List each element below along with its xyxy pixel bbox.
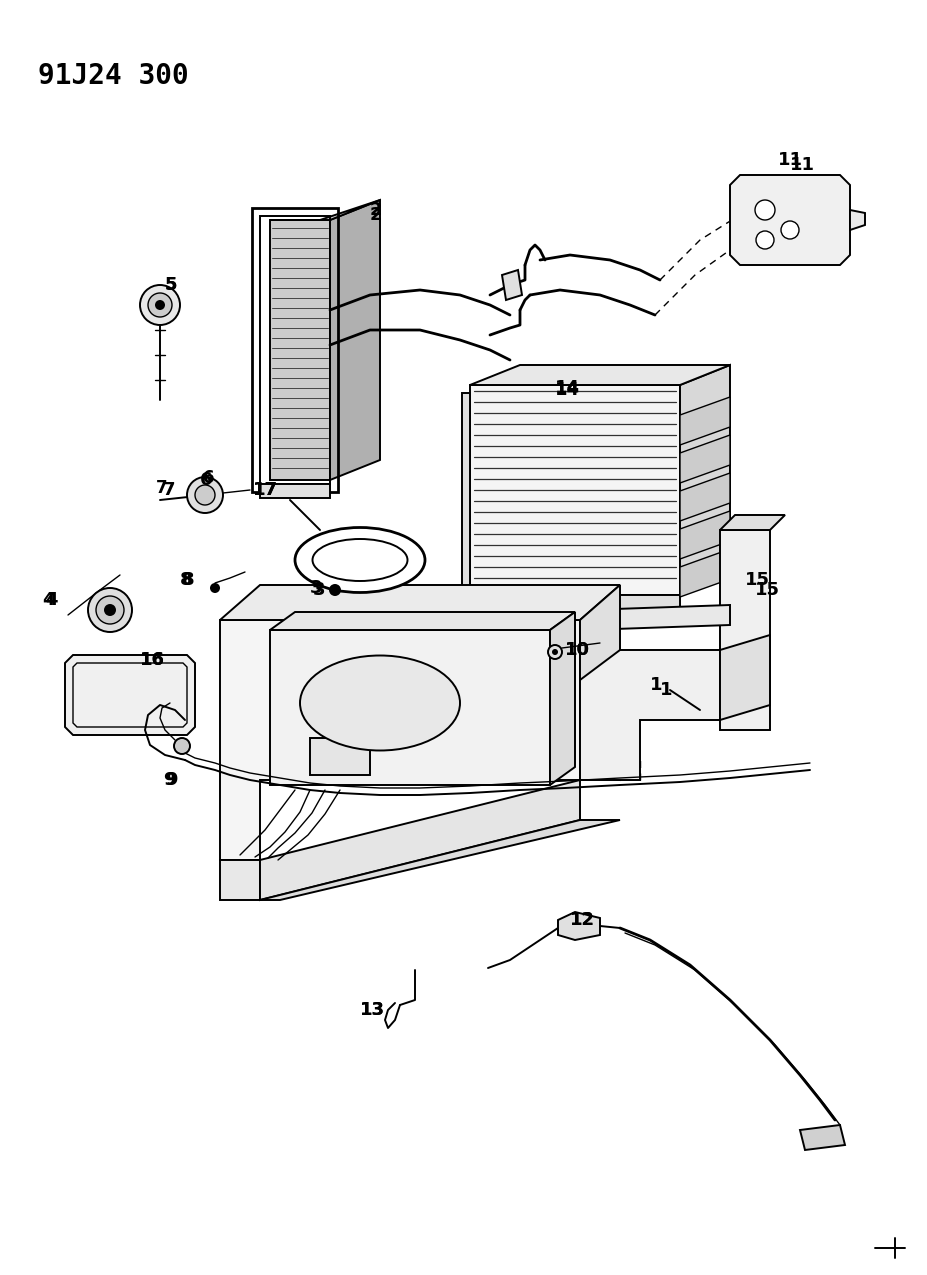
Text: 10: 10 (565, 641, 590, 659)
Circle shape (140, 286, 180, 325)
Ellipse shape (312, 539, 408, 581)
Text: 4: 4 (43, 592, 55, 609)
Text: 1: 1 (650, 676, 663, 694)
Polygon shape (550, 612, 575, 785)
Text: 6: 6 (200, 470, 212, 490)
Polygon shape (310, 738, 370, 775)
Ellipse shape (295, 528, 425, 593)
Circle shape (329, 584, 341, 595)
Text: 2: 2 (370, 207, 383, 224)
Text: 4: 4 (45, 592, 58, 609)
Text: 13: 13 (360, 1001, 385, 1019)
Polygon shape (260, 780, 580, 900)
Text: 7: 7 (157, 479, 168, 497)
Text: 9: 9 (163, 771, 175, 789)
Circle shape (781, 221, 799, 238)
Circle shape (756, 231, 774, 249)
Polygon shape (580, 650, 720, 780)
Text: 1: 1 (660, 681, 672, 699)
Ellipse shape (300, 655, 460, 751)
Polygon shape (270, 200, 380, 221)
Text: 5: 5 (165, 275, 177, 295)
Circle shape (548, 645, 562, 659)
Polygon shape (720, 530, 770, 731)
Polygon shape (220, 861, 260, 900)
Polygon shape (470, 365, 730, 385)
Polygon shape (462, 393, 470, 586)
Polygon shape (470, 385, 680, 595)
Polygon shape (800, 1125, 845, 1150)
Polygon shape (720, 635, 770, 720)
Polygon shape (850, 210, 865, 229)
Polygon shape (730, 175, 850, 265)
Text: 10: 10 (565, 641, 590, 659)
Text: 12: 12 (570, 912, 595, 929)
Text: 91J24 300: 91J24 300 (38, 62, 189, 91)
Polygon shape (720, 515, 785, 530)
Polygon shape (220, 620, 580, 861)
Text: 17: 17 (253, 481, 278, 499)
Text: 11: 11 (778, 150, 803, 170)
Polygon shape (65, 655, 195, 734)
Text: 15: 15 (755, 581, 780, 599)
Text: 16: 16 (140, 652, 165, 669)
Text: 3: 3 (312, 581, 325, 599)
Polygon shape (260, 820, 620, 900)
Text: 8: 8 (183, 571, 195, 589)
Circle shape (755, 200, 775, 221)
Text: 7: 7 (162, 481, 175, 499)
Polygon shape (500, 606, 730, 632)
Polygon shape (220, 585, 620, 620)
Circle shape (148, 293, 172, 317)
Polygon shape (680, 511, 730, 558)
Circle shape (96, 595, 124, 623)
Text: 9: 9 (165, 771, 177, 789)
Circle shape (104, 604, 116, 616)
Circle shape (552, 649, 558, 655)
Polygon shape (680, 397, 730, 445)
Polygon shape (558, 912, 600, 940)
Text: 2: 2 (370, 201, 383, 219)
Circle shape (195, 484, 215, 505)
Circle shape (155, 300, 165, 310)
Text: 14: 14 (555, 381, 580, 399)
Circle shape (88, 588, 132, 632)
Polygon shape (270, 221, 330, 479)
Polygon shape (330, 200, 380, 479)
Polygon shape (580, 585, 620, 780)
Text: 12: 12 (570, 912, 595, 929)
Text: 6: 6 (203, 469, 214, 487)
Polygon shape (680, 365, 730, 595)
Text: 15: 15 (745, 571, 770, 589)
Text: 13: 13 (360, 1001, 385, 1019)
Polygon shape (502, 270, 522, 300)
Circle shape (187, 477, 223, 513)
Text: 16: 16 (140, 652, 165, 669)
Text: 11: 11 (790, 156, 815, 173)
Polygon shape (260, 484, 330, 499)
Text: 3: 3 (310, 579, 322, 597)
Text: 17: 17 (253, 481, 278, 499)
Polygon shape (680, 435, 730, 483)
Polygon shape (270, 630, 550, 785)
Text: 5: 5 (165, 275, 177, 295)
Polygon shape (680, 550, 730, 597)
Text: 8: 8 (181, 571, 193, 589)
Circle shape (210, 583, 220, 593)
Polygon shape (680, 473, 730, 521)
Text: 14: 14 (555, 379, 580, 397)
Polygon shape (470, 595, 680, 613)
Polygon shape (270, 612, 575, 630)
Circle shape (174, 738, 190, 754)
